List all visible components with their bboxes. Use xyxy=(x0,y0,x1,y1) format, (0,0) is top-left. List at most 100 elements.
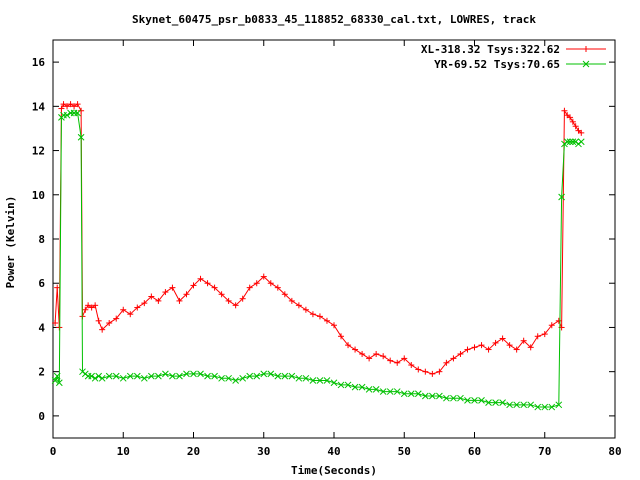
series-2-point xyxy=(112,372,120,380)
series-2-point-d2 xyxy=(566,138,574,146)
series-2-point-d2 xyxy=(190,370,197,378)
series-2-point xyxy=(358,383,366,391)
series-2-point xyxy=(513,401,521,409)
series-2-point-d2 xyxy=(204,372,211,380)
series-2-point xyxy=(95,372,103,380)
series-1-point xyxy=(373,350,380,357)
series-2-point xyxy=(204,372,211,380)
series-2-point-d2 xyxy=(105,372,113,380)
series-2-point-d2 xyxy=(55,379,63,387)
series-2-point-d2 xyxy=(63,111,71,119)
axis-ticks: 0 10 20 30 40 50 60 70 80 0 2 4 6 8 10 12 14 16 xyxy=(32,40,622,458)
series-2-point xyxy=(155,372,162,380)
series-2-point xyxy=(443,394,450,402)
x-tick-label: 40 xyxy=(327,445,340,458)
series-1-point xyxy=(141,300,148,307)
series-1-point xyxy=(60,101,67,108)
x-tick-label: 20 xyxy=(187,445,200,458)
series-1-point xyxy=(183,291,190,298)
series-2-point xyxy=(105,372,113,380)
series-2-point-d2 xyxy=(225,374,232,382)
series-2-point xyxy=(211,372,218,380)
series-2-point xyxy=(274,372,282,380)
series-1-point xyxy=(288,297,295,304)
series-1-point xyxy=(513,346,520,353)
series-1-point xyxy=(520,337,527,344)
series-2-point-d2 xyxy=(485,399,492,406)
series-2-point xyxy=(74,109,81,117)
series-2-point-d2 xyxy=(155,372,162,380)
series-2-point-d2 xyxy=(436,392,443,400)
series-1-point xyxy=(211,284,218,291)
series-2-point-d2 xyxy=(133,372,141,380)
series-2-point-d2 xyxy=(140,374,148,382)
series-2-point-d2 xyxy=(88,372,95,380)
series-1-point xyxy=(113,315,120,322)
series-1-point xyxy=(429,370,436,377)
series-1-point xyxy=(572,123,579,130)
series-2-point-d2 xyxy=(365,386,373,393)
series-2-point-d2 xyxy=(499,399,506,406)
series-1-point xyxy=(506,342,513,349)
series-1-point xyxy=(148,293,155,300)
series-1-point xyxy=(527,344,534,351)
series-2-point xyxy=(63,111,71,119)
series-1-point xyxy=(561,107,568,114)
series-2-point xyxy=(288,372,296,380)
series-1-point xyxy=(415,366,422,373)
series-2-point-d2 xyxy=(506,401,513,409)
series-2-point-d2 xyxy=(95,372,103,380)
y-tick-label: 0 xyxy=(38,410,45,423)
series-2-point-d2 xyxy=(513,401,521,409)
series-1-point xyxy=(232,302,239,309)
series-1-point xyxy=(281,291,288,298)
x-tick-label: 30 xyxy=(257,445,270,458)
series-2-point-d2 xyxy=(520,401,528,409)
series-1-point xyxy=(82,306,89,313)
series-1-point xyxy=(78,107,85,114)
series-2-point xyxy=(309,377,317,384)
series-2-point xyxy=(558,193,565,201)
series-1-point xyxy=(225,297,232,304)
series-2-point xyxy=(548,403,556,411)
x-tick-label: 70 xyxy=(538,445,551,458)
series-2-point-d2 xyxy=(450,394,457,402)
series-2-point xyxy=(478,397,485,404)
series-2-point xyxy=(147,372,155,380)
legend-label-2: YR-69.52 Tsys:70.65 xyxy=(434,58,560,71)
series-2-point xyxy=(183,370,190,378)
series-2-point-d2 xyxy=(239,374,247,382)
series-1-point xyxy=(92,302,99,309)
series-1-point xyxy=(359,350,366,357)
series-2-point-d2 xyxy=(407,390,415,398)
series-2-point xyxy=(295,374,303,382)
series-2-point-d2 xyxy=(555,401,563,409)
x-tick-label: 50 xyxy=(398,445,411,458)
series-1-point xyxy=(74,101,81,108)
series-2-point xyxy=(421,392,429,400)
series-1-point xyxy=(478,342,485,349)
series-2-point-d2 xyxy=(400,390,408,398)
series-2-point-d2 xyxy=(492,399,499,406)
series-2-point-d2 xyxy=(147,372,155,380)
series-2-point xyxy=(471,397,478,404)
series-2-point-d2 xyxy=(379,388,387,395)
series-2-point xyxy=(316,377,324,384)
series-1-point xyxy=(534,333,541,340)
series-2-point-d2 xyxy=(197,370,204,378)
y-tick-label: 2 xyxy=(38,366,45,379)
series-2-point xyxy=(541,403,549,411)
series-2-point-d2 xyxy=(74,109,81,117)
series-2-point xyxy=(566,138,574,146)
series-2-point xyxy=(140,374,148,382)
legend-label-1: XL-318.32 Tsys:322.62 xyxy=(421,43,560,56)
series-1-point xyxy=(541,331,548,338)
series-1-point xyxy=(422,368,429,375)
series-1-point xyxy=(366,355,373,362)
series-2-point-d2 xyxy=(53,372,61,380)
series-2-point-d2 xyxy=(323,377,331,384)
series-1-point xyxy=(394,359,401,366)
series-2-point xyxy=(351,383,359,391)
